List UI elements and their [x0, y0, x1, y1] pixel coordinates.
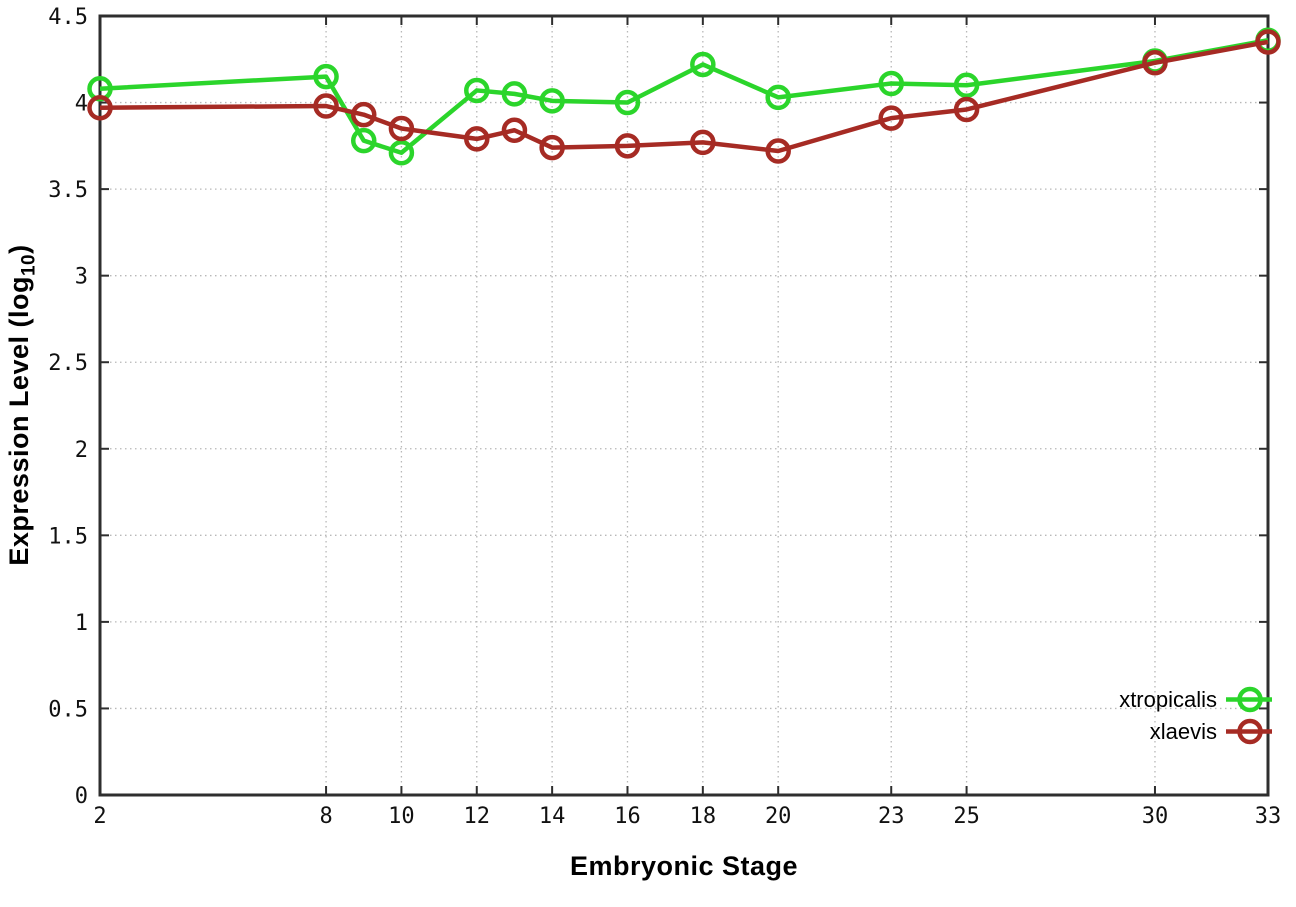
- x-tick-label: 33: [1255, 804, 1282, 829]
- x-tick-label: 10: [388, 804, 415, 829]
- plot-border: [98, 14, 1270, 797]
- y-tick-label: 1.5: [48, 524, 88, 549]
- x-tick-label: 30: [1142, 804, 1169, 829]
- y-tick-label: 2: [75, 438, 88, 463]
- x-tick-label: 20: [765, 804, 792, 829]
- data-point-xtropicalis: [614, 89, 641, 116]
- y-tick-label: 0: [75, 784, 88, 809]
- data-point-xlaevis: [1142, 49, 1168, 76]
- data-point-xlaevis: [464, 126, 490, 152]
- y-tick-label: 0.5: [48, 697, 88, 722]
- y-tick-label: 3: [75, 265, 88, 290]
- data-point-xlaevis: [539, 134, 565, 161]
- legend-item-xtropicalis: xtropicalis: [1119, 684, 1272, 715]
- x-axis-title: Embryonic Stage: [569, 851, 799, 881]
- legend: xtropicalis xlaevis: [1119, 684, 1272, 747]
- legend-label-xtropicalis: xtropicalis: [1119, 686, 1217, 712]
- legend-marker-xtropicalis: [1226, 686, 1272, 713]
- x-tick-label: 14: [539, 804, 566, 829]
- y-axis-title-subscript: 10: [18, 253, 40, 277]
- data-point-xlaevis: [501, 117, 528, 144]
- data-point-xlaevis: [388, 115, 415, 142]
- x-tick-label: 23: [878, 804, 905, 829]
- data-point-xtropicalis: [501, 81, 528, 107]
- data-point-xtropicalis: [953, 72, 980, 98]
- y-tick-label: 4: [75, 92, 88, 117]
- series-line-xtropicalis: [99, 38, 1269, 156]
- x-tick-label: 8: [319, 804, 332, 829]
- y-tick-label: 4.5: [48, 5, 88, 30]
- y-axis-title-close: ): [4, 244, 34, 254]
- legend-label-xlaevis: xlaevis: [1149, 718, 1217, 744]
- data-point-xlaevis: [614, 133, 641, 159]
- x-tick-label: 16: [614, 804, 641, 829]
- y-tick-label: 1: [75, 611, 88, 636]
- series-line-xlaevis: [99, 39, 1269, 154]
- data-point-xtropicalis: [350, 127, 377, 154]
- x-tick-label: 12: [464, 804, 491, 829]
- data-point-xlaevis: [878, 105, 904, 131]
- data-point-xtropicalis: [539, 88, 565, 114]
- data-point-xlaevis: [87, 94, 113, 121]
- data-point-xlaevis: [953, 96, 980, 123]
- data-point-xtropicalis: [313, 63, 339, 90]
- x-tick-label: 25: [953, 804, 980, 829]
- data-point-xtropicalis: [388, 140, 415, 166]
- x-tick-label: 18: [690, 804, 717, 829]
- data-point-xtropicalis: [464, 77, 490, 104]
- data-point-xlaevis: [690, 129, 716, 156]
- y-tick-label: 3.5: [48, 178, 88, 203]
- data-point-xtropicalis: [765, 84, 791, 111]
- data-point-xlaevis: [350, 101, 377, 128]
- x-tick-label: 2: [93, 804, 106, 829]
- data-point-xtropicalis: [878, 70, 904, 97]
- y-axis-title: Expression Level (log10): [4, 244, 40, 565]
- data-point-xtropicalis: [690, 51, 716, 78]
- data-point-xlaevis: [1255, 29, 1281, 55]
- y-axis-title-text: Expression Level (log: [4, 276, 34, 566]
- legend-marker-xlaevis: [1226, 718, 1272, 745]
- data-point-xlaevis: [765, 138, 791, 164]
- y-tick-label: 2.5: [48, 351, 88, 376]
- data-point-xlaevis: [313, 93, 339, 119]
- legend-item-xlaevis: xlaevis: [1119, 716, 1272, 747]
